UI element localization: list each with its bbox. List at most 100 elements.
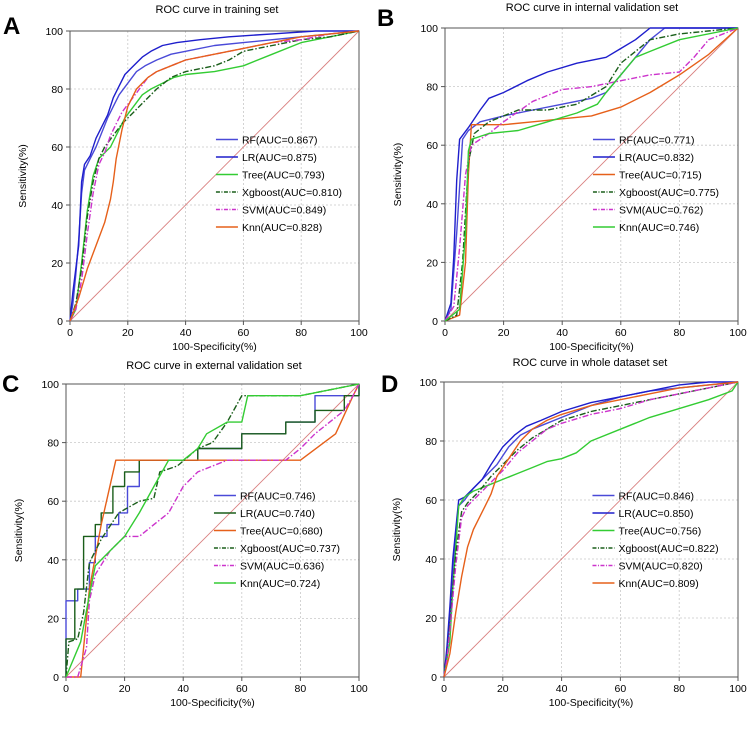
series-line-3 bbox=[444, 27, 739, 322]
legend-label: RF(AUC=0.846) bbox=[618, 491, 694, 503]
series-line-1 bbox=[444, 27, 738, 322]
series-line-3 bbox=[69, 30, 360, 322]
plot-frame bbox=[65, 383, 360, 678]
x-tick-label: 40 bbox=[556, 683, 568, 695]
y-tick-label: 40 bbox=[426, 199, 438, 211]
legend-label: RF(AUC=0.771) bbox=[619, 135, 695, 147]
x-tick-label: 20 bbox=[497, 683, 509, 695]
x-axis-label: 100-Specificity(%) bbox=[549, 341, 634, 353]
reference-diagonal bbox=[443, 381, 739, 678]
series-line-2 bbox=[443, 381, 739, 678]
y-tick-label: 80 bbox=[425, 436, 437, 448]
legend-label: Xgboost(AUC=0.822) bbox=[618, 543, 718, 555]
panel-a: A ROC curve in training set 0 20 40 60 80 100 0 2… bbox=[3, 4, 368, 353]
series-line-5 bbox=[69, 30, 360, 322]
x-tick-label: 60 bbox=[238, 327, 250, 339]
series-line-3 bbox=[65, 383, 360, 678]
x-tick-label: 60 bbox=[236, 683, 248, 695]
x-axis-label: 100-Specificity(%) bbox=[170, 697, 255, 709]
y-tick-label: 40 bbox=[425, 554, 437, 566]
series-line-2 bbox=[69, 30, 360, 322]
y-tick-label: 40 bbox=[47, 555, 59, 567]
series-line-4 bbox=[69, 30, 360, 322]
legend-label: SVM(AUC=0.849) bbox=[242, 205, 326, 217]
legend-label: LR(AUC=0.875) bbox=[242, 152, 317, 164]
panel-d: D ROC curve in whole dataset set 0 20 40 60 80… bbox=[381, 357, 747, 709]
x-tick-label: 40 bbox=[177, 683, 189, 695]
y-tick-label: 20 bbox=[51, 258, 63, 270]
plot-frame bbox=[69, 30, 360, 322]
x-tick-label: 20 bbox=[498, 327, 510, 339]
legend-label: Tree(AUC=0.715) bbox=[619, 170, 702, 182]
x-tick-label: 80 bbox=[673, 683, 685, 695]
y-tick-label: 100 bbox=[419, 377, 437, 389]
legend: RF(AUC=0.867) LR(AUC=0.875) Tree(AUC=0.793… bbox=[215, 135, 342, 234]
legend-label: SVM(AUC=0.820) bbox=[618, 561, 702, 573]
y-tick-label: 60 bbox=[51, 142, 63, 154]
plot-frame bbox=[443, 381, 739, 678]
y-axis-label: Sensitivity(%) bbox=[392, 143, 404, 207]
y-axis-label: Sensitivity(%) bbox=[391, 498, 403, 562]
x-tick-label: 80 bbox=[295, 327, 307, 339]
legend-label: Xgboost(AUC=0.810) bbox=[242, 187, 342, 199]
x-tick-label: 80 bbox=[295, 683, 307, 695]
reference-diagonal bbox=[69, 30, 360, 322]
legend: RF(AUC=0.746) LR(AUC=0.740) Tree(AUC=0.680… bbox=[213, 491, 340, 590]
chart-title: ROC curve in whole dataset set bbox=[513, 357, 668, 369]
series-line-4 bbox=[444, 27, 739, 322]
panel-letter: A bbox=[3, 13, 20, 40]
x-tick-label: 0 bbox=[63, 683, 69, 695]
y-tick-label: 80 bbox=[51, 84, 63, 96]
chart-title: ROC curve in training set bbox=[156, 4, 279, 16]
panel-b: B ROC curve in internal validation set 0 20… bbox=[377, 2, 747, 353]
legend-label: Tree(AUC=0.756) bbox=[618, 526, 701, 538]
legend: RF(AUC=0.846) LR(AUC=0.850) Tree(AUC=0.756… bbox=[592, 491, 719, 590]
x-tick-label: 60 bbox=[615, 327, 627, 339]
panel-letter: B bbox=[377, 5, 394, 32]
legend-label: Tree(AUC=0.793) bbox=[242, 170, 325, 182]
legend-label: Knn(AUC=0.828) bbox=[242, 222, 322, 234]
y-tick-label: 100 bbox=[420, 23, 438, 35]
y-tick-label: 100 bbox=[45, 26, 63, 38]
series-group bbox=[69, 30, 360, 322]
series-line-4 bbox=[66, 383, 360, 678]
chart-title: ROC curve in internal validation set bbox=[506, 2, 678, 14]
series-group bbox=[443, 381, 739, 678]
reference-diagonal bbox=[65, 383, 360, 678]
legend-label: LR(AUC=0.850) bbox=[618, 508, 693, 520]
series-line-2 bbox=[444, 27, 739, 322]
y-tick-label: 100 bbox=[41, 379, 59, 391]
legend-label: LR(AUC=0.832) bbox=[619, 152, 694, 164]
panel-letter: D bbox=[381, 371, 398, 398]
y-tick-label: 40 bbox=[51, 200, 63, 212]
x-tick-label: 80 bbox=[674, 327, 686, 339]
y-tick-label: 0 bbox=[431, 672, 437, 684]
chart-title: ROC curve in external validation set bbox=[126, 360, 301, 372]
series-line-4 bbox=[443, 381, 739, 678]
x-tick-label: 0 bbox=[442, 327, 448, 339]
x-tick-label: 100 bbox=[350, 327, 368, 339]
x-tick-label: 100 bbox=[729, 327, 747, 339]
legend: RF(AUC=0.771) LR(AUC=0.832) Tree(AUC=0.715… bbox=[592, 135, 719, 234]
x-tick-label: 60 bbox=[615, 683, 627, 695]
legend-label: RF(AUC=0.867) bbox=[242, 135, 318, 147]
x-axis-label: 100-Specificity(%) bbox=[172, 341, 257, 353]
legend-label: Xgboost(AUC=0.737) bbox=[240, 543, 340, 555]
legend-label: SVM(AUC=0.636) bbox=[240, 561, 324, 573]
y-tick-label: 20 bbox=[425, 613, 437, 625]
series-line-5 bbox=[65, 383, 360, 678]
legend-label: Knn(AUC=0.746) bbox=[619, 222, 699, 234]
reference-diagonal bbox=[444, 27, 739, 322]
series-group bbox=[444, 27, 739, 322]
legend-label: Knn(AUC=0.724) bbox=[240, 578, 320, 590]
panel-c: C ROC curve in external validation set 0 20… bbox=[2, 360, 368, 709]
y-tick-label: 60 bbox=[47, 496, 59, 508]
legend-label: RF(AUC=0.746) bbox=[240, 491, 316, 503]
legend-label: LR(AUC=0.740) bbox=[240, 508, 315, 520]
y-tick-label: 0 bbox=[53, 672, 59, 684]
y-tick-label: 80 bbox=[426, 82, 438, 94]
series-group bbox=[65, 383, 360, 678]
x-tick-label: 100 bbox=[729, 683, 747, 695]
plot-frame bbox=[444, 27, 739, 322]
